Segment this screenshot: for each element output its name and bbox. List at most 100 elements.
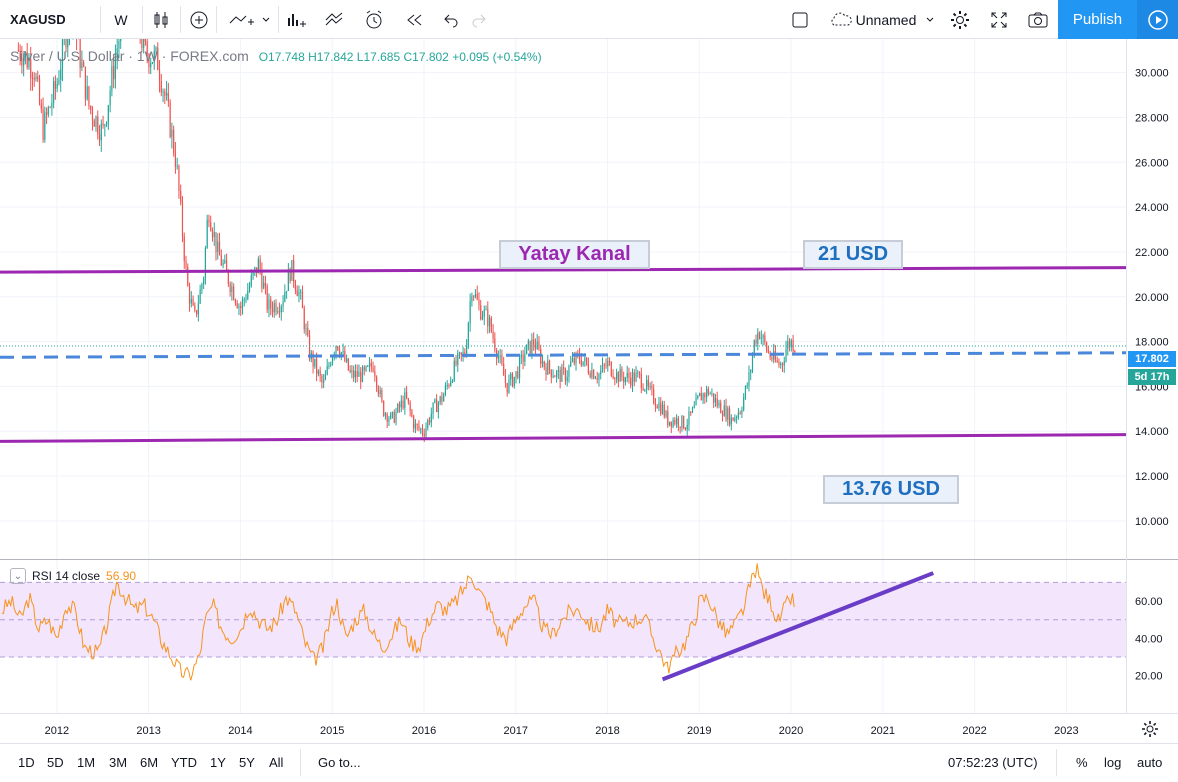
candle-body bbox=[17, 50, 19, 52]
candle-body bbox=[151, 62, 154, 64]
log-toggle[interactable]: log bbox=[1104, 755, 1122, 770]
price-chart[interactable] bbox=[0, 39, 1126, 559]
rsi-trendline[interactable] bbox=[661, 571, 935, 682]
upper-level-label[interactable]: 21 USD bbox=[803, 240, 903, 269]
range-button-1y[interactable]: 1Y bbox=[210, 755, 226, 770]
candle-body bbox=[718, 402, 720, 406]
chart-legend: Silver / U.S. Dollar · 1W · FOREX.com O1… bbox=[10, 48, 542, 64]
candle-body bbox=[420, 428, 422, 430]
camera-icon[interactable] bbox=[1024, 0, 1052, 39]
candle-body bbox=[508, 379, 510, 393]
candle-body bbox=[610, 361, 612, 376]
candle-body bbox=[120, 39, 122, 42]
compare-add-icon[interactable] bbox=[186, 0, 212, 39]
price-axis-tick: 14.000 bbox=[1135, 426, 1169, 438]
candle-body bbox=[584, 357, 586, 362]
play-icon[interactable] bbox=[1137, 0, 1178, 39]
candle-body bbox=[162, 91, 164, 93]
candle-body bbox=[670, 421, 672, 427]
publish-button[interactable]: Publish bbox=[1058, 0, 1137, 39]
percent-toggle[interactable]: % bbox=[1076, 755, 1088, 770]
candle-body bbox=[534, 344, 537, 350]
candle-body bbox=[720, 402, 722, 414]
candle-body bbox=[58, 80, 60, 84]
candle-body bbox=[40, 103, 42, 109]
candle-body bbox=[647, 379, 649, 387]
replay-icon[interactable] bbox=[400, 0, 428, 39]
candle-body bbox=[596, 378, 598, 380]
indicators-icon[interactable] bbox=[222, 0, 262, 39]
candle-body bbox=[686, 424, 688, 430]
time-axis-tick: 2016 bbox=[412, 725, 436, 737]
pane-divider[interactable] bbox=[0, 559, 1178, 560]
interval-button[interactable]: W bbox=[114, 11, 128, 28]
candle-body bbox=[231, 286, 233, 293]
candle-body bbox=[559, 370, 561, 382]
price-axis[interactable]: 10.000 12.000 14.000 16.000 18.000 20.000 22.0… bbox=[1126, 39, 1178, 713]
rsi-pane[interactable] bbox=[0, 560, 1126, 713]
undo-icon[interactable] bbox=[438, 0, 464, 39]
candle-body bbox=[358, 371, 360, 377]
collapse-icon[interactable]: ⌄ bbox=[10, 568, 26, 584]
lower-channel-line[interactable] bbox=[0, 433, 1126, 443]
candle-body bbox=[524, 354, 526, 362]
candle-body bbox=[723, 405, 725, 417]
chevron-down-icon[interactable] bbox=[922, 0, 938, 39]
candle-body bbox=[183, 236, 185, 261]
candle-body bbox=[462, 352, 464, 355]
range-button-ytd[interactable]: YTD bbox=[171, 755, 197, 770]
gear-icon[interactable] bbox=[946, 0, 974, 39]
range-button-5y[interactable]: 5Y bbox=[239, 755, 255, 770]
candle-body bbox=[716, 398, 718, 406]
mid-dashed-line[interactable] bbox=[0, 351, 1126, 359]
candle-body bbox=[118, 41, 120, 49]
candles-chart-type-icon[interactable] bbox=[148, 0, 174, 39]
rsi-name: RSI 14 close bbox=[32, 569, 101, 583]
candle-body bbox=[704, 393, 706, 398]
candle-body bbox=[492, 331, 494, 339]
candle-body bbox=[347, 358, 349, 371]
upper-channel-line[interactable] bbox=[0, 266, 1126, 274]
redo-icon[interactable] bbox=[466, 0, 492, 39]
expand-icon[interactable] bbox=[986, 0, 1012, 39]
auto-toggle[interactable]: auto bbox=[1137, 755, 1163, 770]
candle-body bbox=[266, 286, 268, 310]
candle-body bbox=[245, 299, 247, 301]
symbol-search-button[interactable]: XAGUSD bbox=[10, 12, 66, 27]
clock-time[interactable]: 07:52:23 (UTC) bbox=[948, 755, 1038, 770]
range-button-1d[interactable]: 1D bbox=[18, 755, 35, 770]
candle-body bbox=[737, 412, 739, 418]
candle-body bbox=[483, 309, 485, 317]
candle-body bbox=[684, 428, 687, 430]
fullscreen-square-icon[interactable] bbox=[788, 0, 812, 39]
candle-body bbox=[234, 299, 237, 303]
rsi-axis-tick: 20.00 bbox=[1135, 671, 1163, 683]
alert-clock-icon[interactable] bbox=[360, 0, 388, 39]
candle-body bbox=[381, 390, 383, 402]
candle-body bbox=[642, 387, 644, 391]
candle-body bbox=[367, 365, 369, 367]
range-button-all[interactable]: All bbox=[269, 755, 284, 770]
lower-level-label[interactable]: 13.76 USD bbox=[823, 475, 959, 504]
candle-body bbox=[732, 417, 734, 421]
candle-body bbox=[204, 247, 207, 279]
chevron-down-icon[interactable] bbox=[258, 0, 274, 39]
financials-icon[interactable] bbox=[284, 0, 310, 39]
range-button-1m[interactable]: 1M bbox=[77, 755, 96, 770]
templates-icon[interactable] bbox=[322, 0, 350, 39]
time-axis[interactable]: 2012 2013 2014 2015 2016 2017 2018 2019 2020 2021… bbox=[0, 713, 1178, 743]
candle-body bbox=[278, 311, 281, 313]
candle-body bbox=[330, 364, 332, 366]
candle-body bbox=[79, 39, 81, 69]
settings-gear-icon[interactable] bbox=[1140, 719, 1160, 744]
range-button-6m[interactable]: 6M bbox=[140, 755, 159, 770]
goto-button[interactable]: Go to... bbox=[318, 755, 361, 770]
channel-label[interactable]: Yatay Kanal bbox=[499, 240, 650, 269]
range-button-3m[interactable]: 3M bbox=[109, 755, 128, 770]
candle-body bbox=[282, 301, 284, 307]
range-button-5d[interactable]: 5D bbox=[47, 755, 64, 770]
candle-body bbox=[707, 388, 709, 395]
candle-body bbox=[501, 355, 503, 365]
candle-body bbox=[499, 355, 501, 357]
layout-name-button[interactable]: Unnamed bbox=[855, 11, 917, 28]
